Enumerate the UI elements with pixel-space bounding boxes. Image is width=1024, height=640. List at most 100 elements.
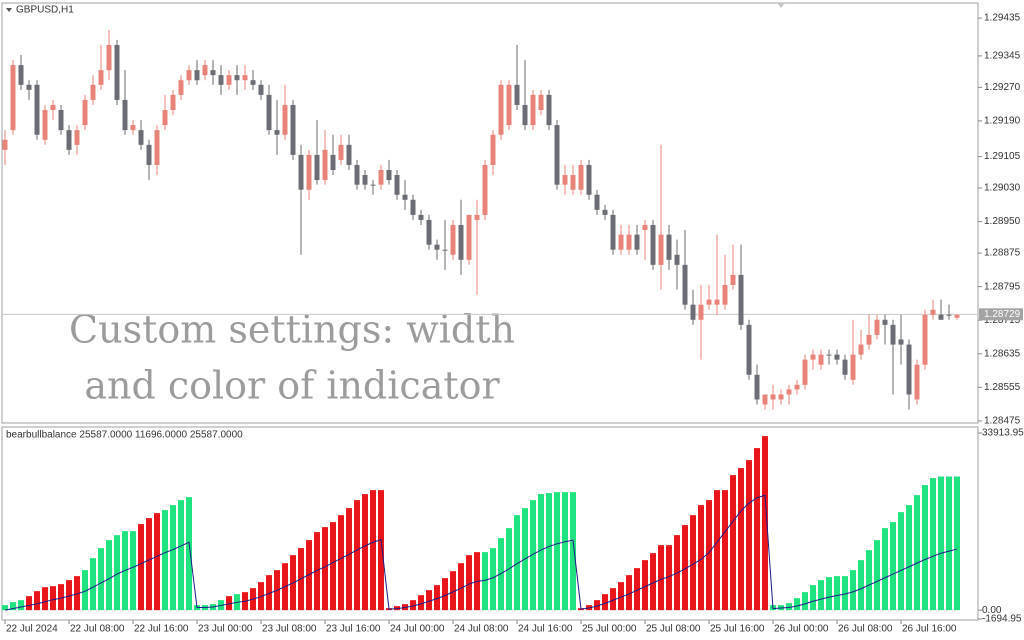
bar: [458, 563, 464, 611]
candle-body: [50, 104, 56, 110]
bar: [490, 548, 496, 611]
candle-body: [466, 214, 472, 260]
bar: [746, 460, 752, 611]
candle-body: [26, 84, 32, 90]
candle-body: [82, 99, 88, 126]
bar: [162, 510, 168, 611]
candle-body: [890, 324, 896, 345]
y-tick-label: 1.28715: [984, 315, 1021, 326]
candle-body: [234, 75, 240, 81]
bar: [882, 528, 888, 611]
bar: [642, 560, 648, 611]
bar: [730, 475, 736, 611]
candle-body: [810, 354, 816, 360]
x-tick-label: 24 Jul 08:00: [454, 624, 509, 635]
candle-body: [186, 70, 192, 81]
candle-body: [18, 65, 24, 85]
candle-body: [418, 214, 424, 220]
candle-body: [146, 144, 152, 165]
candle-body: [194, 70, 200, 81]
bar: [82, 570, 88, 611]
candle-body: [482, 164, 488, 215]
candle-body: [850, 354, 856, 380]
candle-body: [954, 314, 960, 318]
candle-body: [794, 384, 800, 390]
bar: [530, 500, 536, 611]
bar: [842, 576, 848, 611]
bar: [618, 582, 624, 611]
candle-body: [642, 224, 648, 230]
bar: [322, 527, 328, 611]
bar: [546, 493, 552, 611]
bar: [26, 596, 32, 611]
candle-body: [738, 274, 744, 325]
candle-body: [682, 264, 688, 305]
bar: [634, 568, 640, 611]
candle-body: [874, 319, 880, 335]
bar: [874, 540, 880, 611]
y-tick-label: 1.28475: [984, 416, 1021, 427]
candle-body: [610, 214, 616, 250]
annotation: Custom settings: width: [69, 308, 515, 352]
candle-body: [866, 334, 872, 345]
candle-body: [858, 344, 864, 355]
candle-body: [74, 130, 80, 145]
bar: [890, 522, 896, 611]
x-tick-label: 22 Jul 2024: [6, 624, 58, 635]
bar: [418, 595, 424, 611]
candle-body: [98, 70, 104, 85]
bar: [794, 598, 800, 611]
candle-body: [882, 319, 888, 325]
candle-body: [666, 234, 672, 260]
candle-body: [842, 359, 848, 375]
menu-arrow[interactable]: [6, 8, 12, 12]
candle-body: [690, 304, 696, 320]
candle-body: [266, 94, 272, 131]
candle-body: [698, 304, 704, 320]
bar: [602, 594, 608, 611]
candle-body: [674, 254, 680, 265]
candle-body: [714, 299, 720, 305]
candle-body: [274, 130, 280, 135]
bar: [18, 600, 24, 611]
candle-body: [498, 84, 504, 135]
candle-body: [594, 194, 600, 210]
candle-body: [298, 154, 304, 190]
candle-body: [202, 65, 208, 76]
candle-body: [754, 374, 760, 400]
bar: [2, 605, 8, 611]
candle-body: [450, 224, 456, 255]
bar: [858, 560, 864, 611]
x-tick-label: 26 Jul 00:00: [774, 624, 829, 635]
candle-body: [562, 175, 568, 185]
bar: [114, 535, 120, 611]
candle-body: [770, 394, 776, 400]
candle-body: [154, 130, 160, 165]
bar: [362, 494, 368, 611]
candle-body: [938, 314, 944, 320]
candle-body: [746, 324, 752, 375]
candle-body: [330, 154, 336, 170]
candle-body: [378, 169, 384, 185]
candle-body: [58, 109, 64, 131]
candle-body: [394, 175, 400, 195]
bar: [66, 580, 72, 611]
candle-body: [90, 84, 96, 100]
candle-body: [914, 364, 920, 400]
y-tick-label: 1.28635: [984, 348, 1021, 359]
bar: [762, 436, 768, 611]
candle-body: [618, 234, 624, 250]
candle-body: [522, 104, 528, 126]
bar: [178, 500, 184, 611]
y-tick-label: 1.28555: [984, 382, 1021, 393]
candle-body: [34, 84, 40, 135]
main-frame: [1, 2, 979, 424]
bar: [818, 580, 824, 611]
y-tick-label: 1.28950: [984, 216, 1021, 227]
candle-body: [762, 394, 768, 405]
y-tick-label: 0.00: [982, 605, 1002, 616]
bar: [130, 531, 136, 611]
candle-body: [458, 224, 464, 260]
bar: [98, 548, 104, 611]
candle-body: [946, 314, 952, 316]
